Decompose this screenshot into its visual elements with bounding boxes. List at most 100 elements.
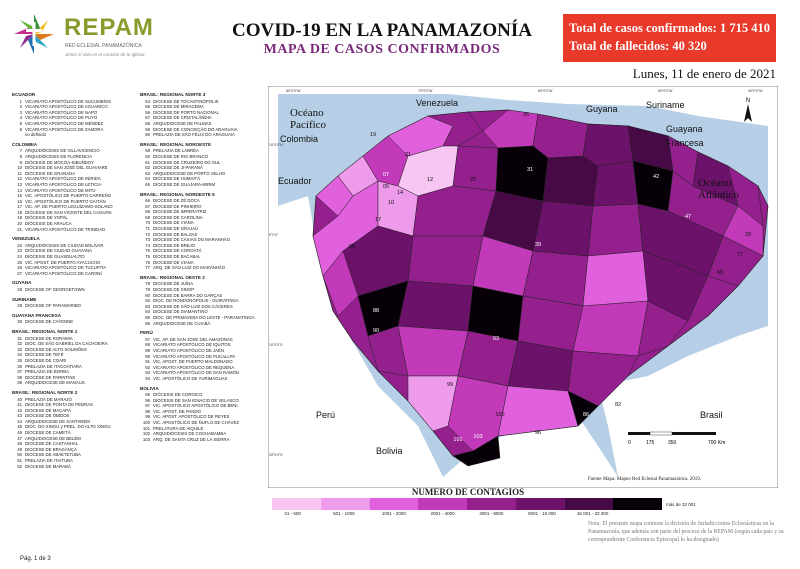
index-item-name: DIOCESE DE BALSAS (153, 231, 198, 237)
index-item-number: 16 (17, 198, 22, 204)
index-item-number: 46 (17, 430, 22, 436)
index-item-number: 5 (19, 120, 22, 126)
index-item-number: 70 (145, 220, 150, 226)
index-item: 47 ARQUIDIOCESE DE BELÉM (12, 436, 140, 442)
legend-label: 501 - 1000 (333, 511, 355, 516)
index-item-number: 58 (145, 120, 150, 126)
scale-bar: 0 175 350 700 Km (628, 431, 725, 446)
index-item-name: DIOC. DO XINGU y PREL. DO ALTO XINGU (25, 424, 111, 430)
index-item: 1 VICARIATO APOSTÓLICO DE SUCUMBÍOS (12, 99, 140, 105)
index-item-number: 9 (19, 159, 22, 165)
index-heading: BRASIL: REGIONAL NORTE 3 (140, 92, 206, 97)
legend-label: más de 32 001 (666, 502, 696, 507)
index-item: 44 ARQUIDIOCESE DE SANTARÉM (12, 419, 140, 425)
index-item-name: DIOCESE DE JUÍNA (153, 281, 194, 287)
index-item-number: 1 (19, 98, 22, 104)
index-item-name: VIC. APOSTÓLICO DE YURIMAGUAS (153, 375, 228, 381)
index-item-number: 72 (145, 231, 150, 237)
index-item-number: 69 (145, 214, 150, 220)
index-heading: BOLIVIA (140, 385, 159, 391)
index-item-name: DIOCESE DE ÓBIDOS (25, 413, 70, 419)
index-item: 31 DIOCESE DE RORAIMA (12, 336, 140, 342)
logo-name: REPAM (64, 14, 154, 41)
jurisdiction-index-right: BRASIL: REGIONAL NORTE 3 54 DIOCESE DE TOC… (140, 88, 270, 442)
index-item-name: DIOCESE DE BACABAL (153, 254, 201, 260)
index-item-name: DIOCESE DE CONCEIÇÃO DO ARAGUAIA (153, 126, 238, 132)
index-item: 18 DIÓCESIS DE SAN VICENTE DEL CAGUÁN (12, 210, 140, 216)
index-item-number: 95 (145, 392, 150, 398)
index-item: 38 DIOCESE DE PARINTINS (12, 375, 140, 381)
region-number: 26 (523, 112, 529, 118)
index-item-number: 7 (19, 148, 22, 154)
index-heading: BRASIL: REGIONAL NORDESTE 5 (140, 191, 215, 197)
legend-swatch (369, 498, 419, 510)
index-item-number: 3 (19, 109, 22, 115)
index-item: 98 VIC. APOST. DE PANDO (140, 409, 270, 415)
index-item-number: 79 (145, 287, 150, 292)
index-item-number: 56 (145, 109, 150, 115)
region-number: 05 (383, 184, 389, 190)
index-item-number: 68 (145, 209, 150, 215)
index-item-name: PRELATURA DE AIQUILE (153, 425, 204, 431)
index-item-name: VIC. APOST. APOSTÓLICO DE REYES (153, 414, 230, 420)
index-item-number: 99 (145, 414, 150, 420)
index-item-number: 82 (145, 298, 150, 304)
index-item: 71 DIOCESE DE GRAJAÚ (140, 226, 270, 232)
index-item-name: VICARIATO APOSTÓLICO DE MÉNDEZ (25, 120, 104, 126)
index-heading: BRASIL: REGIONAL OESTE 2 (140, 274, 205, 280)
index-item: 61 DIOCESE DE CRUZEIRO DO SUL (140, 160, 270, 166)
index-item: 97 VIC. APOSTÓLICO APOSTÓLICO DE BENI (140, 403, 270, 409)
index-item-number: 58 (145, 148, 150, 154)
index-item-name: ARQUIDIOCESE DE CUIABÁ (153, 320, 211, 326)
grid-label: 10°0'0"S (269, 343, 283, 347)
index-item: 3 VICARIATO APOSTÓLICO DE NAPO (12, 110, 140, 116)
index-item-name: DIOCESE DE MARABÁ (25, 463, 71, 469)
index-item: 64 DIOCESE DE HUMAITÁ (140, 176, 270, 182)
index-item-name: ARQUIDIÓCESIS DE FLORENCIA (25, 153, 93, 159)
legend-swatch (515, 498, 565, 510)
grid-label: 60°0'0"W (538, 89, 553, 93)
index-item-name: VICARIATO APOSTÓLICO DE PUYO (25, 115, 98, 121)
panamazonia-map: Océano Pacífico Océano Atlántico Venezuela… (268, 86, 778, 488)
index-item: 93 VICARIATO APOSTÓLICO DE SAN RAMÓN (140, 370, 270, 376)
index-item-name: VICARIATO APOSTÓLICO DE CARONÍ (25, 270, 102, 276)
index-item-number: 65 (145, 181, 150, 187)
index-item-number: 54 (145, 98, 150, 104)
index-item-name: DIOCESE DE PARINTINS (25, 374, 76, 380)
index-item: 8 ARQUIDIÓCESIS DE FLORENCIA (12, 154, 140, 160)
index-heading: BRASIL: REGIONAL NORTE 2 (12, 389, 78, 395)
index-item-name: VIC. AP. DE SAN JOSÉ DEL AMAZONAS (153, 336, 233, 342)
index-item-number: 4 (19, 115, 22, 121)
index-item: 91 VIC. APOST. DE PUERTO MALDONADO (140, 359, 270, 365)
index-item: 12 VICARIATO APOSTÓLICO DE INÍRIDA (12, 176, 140, 182)
index-item-number: 27 (17, 270, 22, 276)
index-item-name: ARQUIDIOCESE DE PORTO VELHO (153, 170, 226, 176)
region-number: 21 (405, 152, 411, 158)
index-item: 87 VIC. AP. DE SAN JOSÉ DEL AMAZONAS (140, 337, 270, 343)
index-item-name: DIÓCESIS DE GUASDUALITO (25, 254, 85, 260)
country-label: Venezuela (416, 98, 458, 108)
index-item-name: PRELAZIA DE ITACOATIARA (25, 363, 82, 369)
legend-title: NUMERO DE CONTAGIOS (411, 487, 525, 497)
index-item: 70 DIOCESE DE VIANA (140, 220, 270, 226)
index-item-number: 38 (17, 374, 22, 380)
index-item-number: 14 (17, 187, 22, 193)
index-item-name: DIOCESE DE BRAGANÇA (25, 446, 77, 452)
index-item: 52 DIOCESE DE MARABÁ (12, 464, 140, 470)
index-item-number: 11 (17, 170, 22, 176)
index-item: 69 DIOCESE DE CAROLINA (140, 215, 270, 221)
index-item-number: 60 (145, 132, 150, 138)
report-date: Lunes, 11 de enero de 2021 (632, 66, 776, 81)
index-item-name: VIC. APOSTÓLICO DE PUERTO GAITÁN (25, 198, 106, 204)
index-item: 63 ARQUIDIOCESE DE PORTO VELHO (140, 171, 270, 177)
legend-color-bar (272, 498, 662, 510)
region-number: 19 (370, 132, 376, 138)
index-item: no definido (12, 132, 140, 138)
index-item-name: DIOC. DE SÃO GABRIEL DA CACHOEIRA (25, 341, 108, 347)
confirmed-label: Total de casos confirmados: (569, 21, 717, 35)
confirmed-total: Total de casos confirmados: 1 715 410 (569, 19, 770, 37)
index-item-number: 12 (17, 176, 22, 182)
index-item: 100 VIC. APOSTÓLICO DE ÑUFLO DE CHÁVEZ (140, 420, 270, 426)
index-item: 41 DIOCESE DE PONTA DE PEDRAS (12, 402, 140, 408)
index-item: 45 DIOC. DO XINGU y PREL. DO ALTO XINGU (12, 424, 140, 430)
